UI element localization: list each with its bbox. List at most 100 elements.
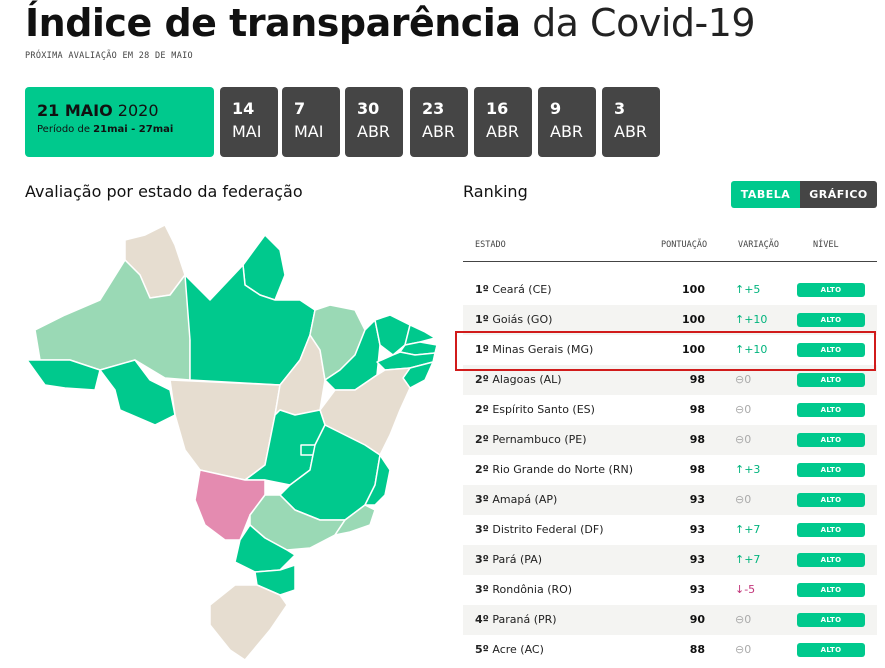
state-name: Rio Grande do Norte (RN): [492, 463, 634, 476]
score: 98: [689, 463, 705, 476]
row-highlight-box: [455, 331, 876, 371]
score: 98: [689, 403, 705, 416]
brazil-map: [26, 224, 438, 661]
table-row[interactable]: 4º Paraná (PR) 90 ⊖0 ALTO: [463, 605, 877, 635]
column-variation[interactable]: VARIAÇÃO: [738, 240, 779, 250]
table-row[interactable]: 1º Minas Gerais (MG) 100 ↑+10 ALTO: [463, 335, 877, 365]
level-badge: ALTO: [797, 463, 865, 477]
level-badge: ALTO: [797, 613, 865, 627]
column-score[interactable]: PONTUAÇÃO: [661, 240, 708, 250]
level-badge: ALTO: [797, 283, 865, 297]
score: 93: [689, 493, 705, 506]
column-level[interactable]: NÍVEL: [813, 240, 839, 250]
next-evaluation-note: PRÓXIMA AVALIAÇÃO EM 28 DE MAIO: [25, 51, 193, 61]
period-range: 21mai - 27mai: [93, 124, 174, 135]
score: 100: [682, 343, 705, 356]
score: 90: [689, 613, 705, 626]
table-view-toggle[interactable]: TABELA: [731, 181, 800, 208]
date-tab[interactable]: 9 ABR: [538, 87, 596, 157]
ranking-table-body: 1º Ceará (CE) 100 ↑+5 ALTO 1º Goiás (GO)…: [463, 275, 877, 665]
rank: 3º: [475, 583, 489, 596]
period-label: Período de: [37, 124, 94, 135]
table-row[interactable]: 2º Rio Grande do Norte (RN) 98 ↑+3 ALTO: [463, 455, 877, 485]
variation: ↑+10: [735, 343, 768, 356]
date-tab[interactable]: 30 ABR: [345, 87, 403, 157]
level-badge: ALTO: [797, 433, 865, 447]
state-name: Alagoas (AL): [492, 373, 562, 386]
rank: 4º: [475, 613, 489, 626]
table-row[interactable]: 1º Ceará (CE) 100 ↑+5 ALTO: [463, 275, 877, 305]
table-row[interactable]: 1º Goiás (GO) 100 ↑+10 ALTO: [463, 305, 877, 335]
map-heading: Avaliação por estado da federação: [25, 182, 303, 201]
date-tab[interactable]: 23 ABR: [410, 87, 468, 157]
rank: 1º: [475, 343, 489, 356]
variation: ⊖0: [735, 643, 752, 656]
chart-view-toggle[interactable]: GRÁFICO: [800, 181, 877, 208]
state-name: Pernambuco (PE): [492, 433, 587, 446]
table-row[interactable]: 3º Pará (PA) 93 ↑+7 ALTO: [463, 545, 877, 575]
column-state[interactable]: ESTADO: [475, 240, 506, 250]
variation: ⊖0: [735, 373, 752, 386]
level-badge: ALTO: [797, 373, 865, 387]
state-name: Acre (AC): [492, 643, 544, 656]
date-tab[interactable]: 14 MAI: [220, 87, 278, 157]
state-pr[interactable]: [234, 524, 296, 573]
page-title: Índice de transparência da Covid-19: [25, 1, 756, 45]
variation: ⊖0: [735, 493, 752, 506]
table-row[interactable]: 2º Pernambuco (PE) 98 ⊖0 ALTO: [463, 425, 877, 455]
level-badge: ALTO: [797, 643, 865, 657]
rank: 5º: [475, 643, 489, 656]
date-tab-active[interactable]: 21 MAIO 2020 Período de 21mai - 27mai: [25, 87, 214, 157]
variation: ↑+3: [735, 463, 761, 476]
state-name: Amapá (AP): [492, 493, 558, 506]
rank: 2º: [475, 373, 489, 386]
state-sp[interactable]: [249, 494, 346, 551]
state-name: Distrito Federal (DF): [492, 523, 604, 536]
rank: 1º: [475, 313, 489, 326]
level-badge: ALTO: [797, 583, 865, 597]
rank: 2º: [475, 433, 489, 446]
ranking-table-header: ESTADO PONTUAÇÃO VARIAÇÃO NÍVEL: [463, 230, 877, 262]
state-rn[interactable]: [404, 324, 436, 346]
ranking-heading: Ranking: [463, 182, 528, 201]
state-name: Pará (PA): [492, 553, 543, 566]
rank: 2º: [475, 463, 489, 476]
score: 98: [689, 433, 705, 446]
state-es[interactable]: [364, 454, 391, 506]
level-badge: ALTO: [797, 403, 865, 417]
variation: ↑+7: [735, 523, 761, 536]
table-row[interactable]: 3º Amapá (AP) 93 ⊖0 ALTO: [463, 485, 877, 515]
state-mt[interactable]: [169, 379, 281, 481]
date-tab[interactable]: 16 ABR: [474, 87, 532, 157]
rank: 1º: [475, 283, 489, 296]
state-name: Paraná (PR): [492, 613, 557, 626]
state-name: Minas Gerais (MG): [492, 343, 594, 356]
date-tab[interactable]: 3 ABR: [602, 87, 660, 157]
table-row[interactable]: 2º Espírito Santo (ES) 98 ⊖0 ALTO: [463, 395, 877, 425]
state-name: Goiás (GO): [492, 313, 553, 326]
variation: ↑+7: [735, 553, 761, 566]
score: 93: [689, 583, 705, 596]
score: 93: [689, 553, 705, 566]
state-pa[interactable]: [184, 264, 316, 386]
table-row[interactable]: 3º Distrito Federal (DF) 93 ↑+7 ALTO: [463, 515, 877, 545]
active-year: 2020: [112, 101, 159, 120]
active-date: 21 MAIO: [37, 101, 113, 120]
state-ms[interactable]: [194, 469, 266, 541]
state-name: Rondônia (RO): [492, 583, 573, 596]
level-badge: ALTO: [797, 313, 865, 327]
level-badge: ALTO: [797, 553, 865, 567]
score: 100: [682, 313, 705, 326]
state-ac[interactable]: [26, 359, 101, 391]
rank: 2º: [475, 403, 489, 416]
score: 98: [689, 373, 705, 386]
table-row[interactable]: 5º Acre (AC) 88 ⊖0 ALTO: [463, 635, 877, 665]
score: 88: [689, 643, 705, 656]
variation: ⊖0: [735, 403, 752, 416]
state-rj[interactable]: [334, 504, 376, 536]
score: 93: [689, 523, 705, 536]
table-row[interactable]: 3º Rondônia (RO) 93 ↓-5 ALTO: [463, 575, 877, 605]
date-tab[interactable]: 7 MAI: [282, 87, 340, 157]
variation: ⊖0: [735, 613, 752, 626]
state-rs[interactable]: [209, 584, 288, 661]
